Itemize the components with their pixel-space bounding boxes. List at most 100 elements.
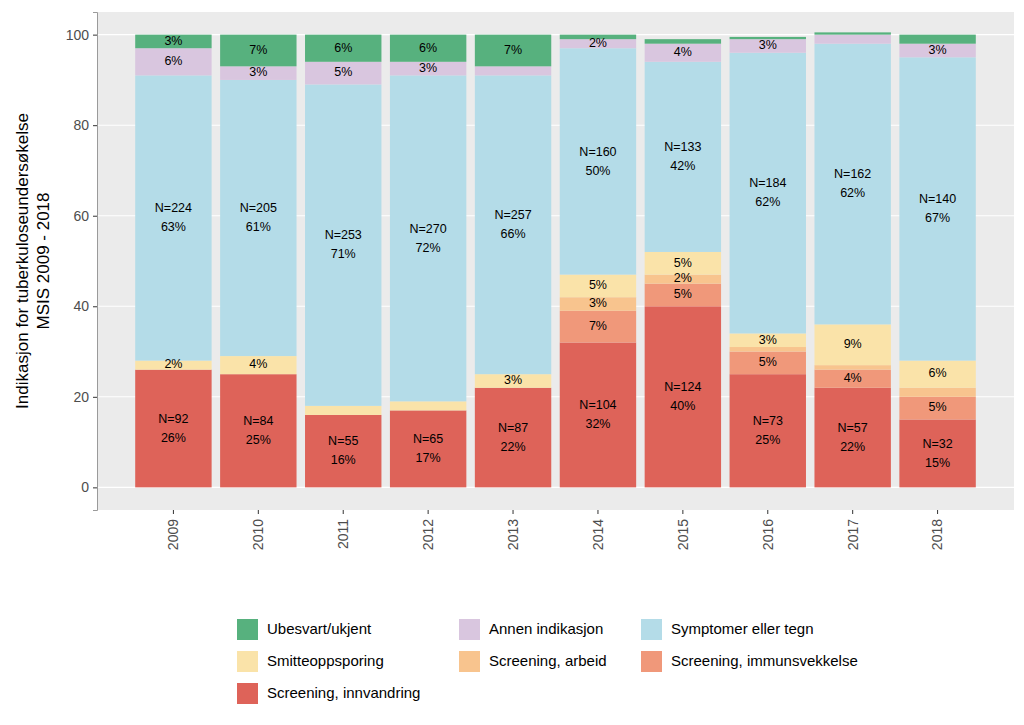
data-label: 6% (334, 41, 352, 55)
data-label: 3% (929, 43, 947, 57)
count-label: N=32 (922, 437, 952, 451)
data-label: 25% (755, 433, 780, 447)
x-tick-mark (682, 510, 683, 514)
data-label: 2% (674, 271, 692, 285)
bar-segment (730, 39, 806, 53)
y-tick-mark (93, 35, 97, 36)
data-label: 16% (331, 453, 356, 467)
data-label: 4% (674, 45, 692, 59)
x-tick: 2011 (335, 510, 351, 549)
data-label: 3% (759, 333, 777, 347)
data-label: 5% (929, 400, 947, 414)
x-tick-mark (428, 510, 429, 514)
series-group (135, 32, 976, 66)
data-label: 63% (161, 220, 186, 234)
data-label: 26% (161, 431, 186, 445)
data-label: 40% (670, 399, 695, 413)
bar-segment (305, 415, 381, 487)
bar-segment (135, 75, 211, 360)
data-label: 15% (925, 456, 950, 470)
chart-svg: N=9226%N=8425%N=5516%N=6517%N=8722%N=104… (0, 0, 1024, 725)
bar-segment (305, 84, 381, 405)
y-tick: 0 (81, 479, 97, 495)
data-label: 3% (504, 373, 522, 387)
series-group (135, 44, 976, 406)
count-label: N=270 (410, 222, 447, 236)
legend-label: Symptomer eller tegn (671, 620, 814, 637)
data-label: 6% (929, 366, 947, 380)
data-label: 7% (249, 43, 267, 57)
y-tick-label: 20 (73, 389, 89, 405)
bar-segment (220, 356, 296, 374)
bar-segment (814, 32, 890, 34)
count-label: N=257 (494, 208, 531, 222)
y-tick-mark (93, 125, 97, 126)
bar-segment (645, 44, 721, 62)
legend-key (237, 619, 258, 640)
data-label: 7% (589, 319, 607, 333)
count-label: N=140 (919, 192, 956, 206)
data-label: 17% (416, 451, 441, 465)
x-tick: 2012 (420, 510, 436, 550)
x-tick-label: 2018 (929, 519, 945, 550)
x-tick-label: 2016 (760, 519, 776, 550)
x-tick-label: 2014 (590, 519, 606, 550)
chart-container: N=9226%N=8425%N=5516%N=6517%N=8722%N=104… (0, 0, 1024, 725)
y-tick: 100 (66, 27, 97, 43)
count-label: N=57 (838, 421, 868, 435)
bar-segment (899, 361, 975, 388)
count-label: N=184 (749, 176, 786, 190)
bar-segment (220, 374, 296, 487)
bar-segment (390, 62, 466, 76)
data-label: 3% (759, 38, 777, 52)
bar-segment (814, 365, 890, 370)
y-axis: 020406080100 (66, 13, 98, 511)
bar-segment (899, 44, 975, 58)
x-tick-label: 2011 (335, 519, 351, 549)
bars (135, 32, 976, 487)
legend-key (459, 651, 480, 672)
y-tick-mark (93, 487, 97, 488)
count-label: N=73 (753, 414, 783, 428)
count-label: N=133 (664, 140, 701, 154)
bar-segment (475, 66, 551, 75)
bar-segment (645, 284, 721, 307)
data-label: 5% (334, 65, 352, 79)
legend-label: Smitteoppsporing (267, 652, 384, 669)
legend-key (237, 651, 258, 672)
bar-segment (305, 406, 381, 415)
x-axis-line (98, 510, 1015, 511)
data-label: 3% (419, 61, 437, 75)
count-label: N=162 (834, 167, 871, 181)
data-label: 5% (674, 256, 692, 270)
legend-label: Screening, innvandring (267, 684, 420, 701)
bar-segment (814, 44, 890, 325)
data-label: 5% (589, 278, 607, 292)
bar-segment (730, 347, 806, 352)
bar-segment (814, 370, 890, 388)
bar-segment (560, 275, 636, 298)
y-tick-label: 80 (73, 117, 89, 133)
data-label: 62% (755, 195, 780, 209)
bar-segment (730, 374, 806, 487)
x-tick-label: 2009 (165, 519, 181, 550)
x-tick-label: 2013 (505, 519, 521, 550)
data-label: 2% (589, 36, 607, 50)
y-axis-line (93, 13, 98, 511)
x-tick-mark (343, 510, 344, 514)
data-label: 42% (670, 159, 695, 173)
data-label: 61% (246, 220, 271, 234)
bar-segment (390, 75, 466, 401)
data-label: 66% (501, 227, 526, 241)
x-tick-mark (513, 510, 514, 514)
legend-key (641, 619, 662, 640)
bar-segment (560, 48, 636, 274)
y-tick: 80 (73, 117, 97, 133)
x-tick-label: 2015 (675, 519, 691, 550)
y-tick-label: 60 (73, 208, 89, 224)
bar-segment (730, 352, 806, 375)
bar-segment (475, 75, 551, 374)
count-label: N=92 (158, 412, 188, 426)
bar-segment (560, 311, 636, 343)
legend-label: Annen indikasjon (489, 620, 603, 637)
